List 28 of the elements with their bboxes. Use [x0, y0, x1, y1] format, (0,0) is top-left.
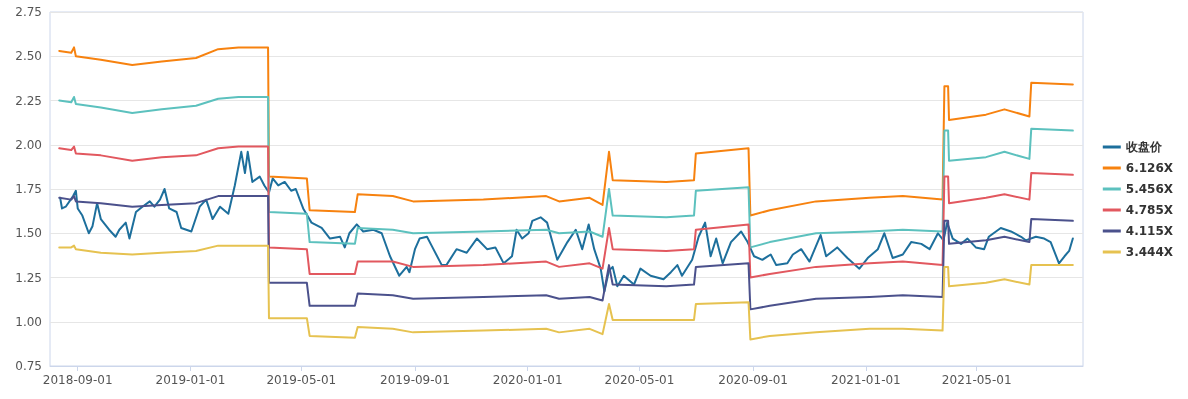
legend-label: 收盘价	[1125, 140, 1163, 154]
y-tick-label: 1.50	[15, 226, 42, 241]
y-tick-label: 1.25	[15, 270, 42, 285]
legend-label: 3.444X	[1125, 245, 1174, 259]
line-series	[58, 244, 1074, 341]
y-tick-label: 1.00	[15, 314, 42, 329]
y-tick-label: 2.25	[15, 93, 42, 108]
x-tick-label: 2021-05-01	[941, 373, 1012, 387]
x-tick-label: 2021-01-01	[830, 373, 901, 387]
y-tick-label: 0.75	[15, 359, 42, 373]
x-tick-label: 2020-09-01	[718, 373, 789, 387]
x-tick-label: 2019-09-01	[380, 373, 450, 387]
x-tick-label: 2018-09-01	[42, 373, 113, 387]
y-tick-label: 1.75	[15, 182, 42, 196]
y-tick-label: 2.00	[15, 137, 42, 152]
x-tick-label: 2019-01-01	[155, 373, 226, 387]
x-tick-label: 2020-01-01	[492, 373, 563, 387]
legend-label: 6.126X	[1125, 161, 1174, 175]
legend-label: 5.456X	[1125, 182, 1174, 196]
line-series	[58, 46, 1074, 217]
legend-label: 4.785X	[1125, 203, 1174, 217]
x-tick-label: 2020-05-01	[604, 373, 675, 387]
legend-label: 4.115X	[1125, 224, 1174, 238]
line-series	[58, 95, 1074, 249]
y-tick-label: 2.75	[15, 5, 42, 19]
y-tick-label: 2.50	[15, 49, 42, 64]
x-tick-label: 2019-05-01	[266, 373, 337, 387]
line-series	[58, 195, 1074, 311]
